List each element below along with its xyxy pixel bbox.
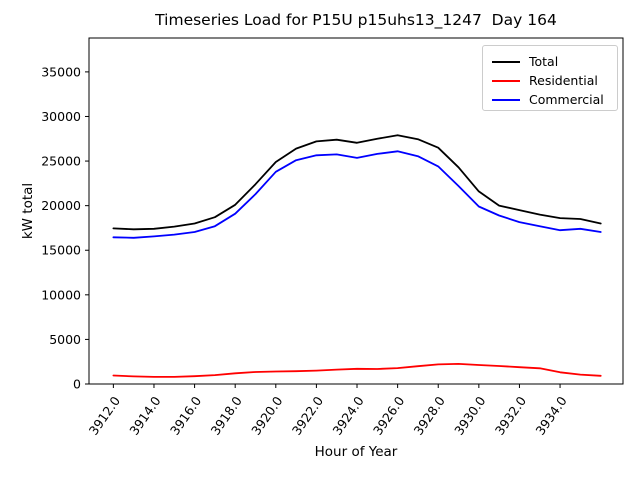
x-axis-label: Hour of Year	[314, 444, 398, 460]
y-tick-label: 0	[73, 377, 81, 392]
legend-label-residential: Residential	[529, 73, 598, 88]
legend-item-residential: Residential	[483, 71, 617, 90]
y-tick-label: 30000	[41, 109, 81, 124]
x-tick-label: 3926.0	[370, 393, 407, 437]
legend-line-sample-total	[492, 60, 520, 63]
x-tick-label: 3922.0	[289, 393, 326, 437]
x-tick-label: 3914.0	[126, 393, 163, 437]
x-tick-label: 3918.0	[208, 393, 245, 437]
axes-frame	[88, 37, 624, 385]
legend-item-commercial: Commercial	[483, 90, 617, 109]
x-tick-label: 3930.0	[451, 393, 488, 437]
legend-line-sample-commercial	[492, 98, 520, 101]
y-tick-label: 25000	[41, 154, 81, 169]
y-tick-label: 15000	[41, 243, 81, 258]
x-tick-label: 3916.0	[167, 393, 204, 437]
legend-item-total: Total	[483, 52, 617, 71]
x-tick-label: 3924.0	[329, 393, 366, 437]
line-commercial	[112, 150, 602, 239]
x-tick-label: 3934.0	[532, 393, 569, 437]
y-tick-label: 35000	[41, 64, 81, 79]
legend-label-commercial: Commercial	[529, 92, 604, 107]
legend-line-sample-residential	[492, 79, 520, 82]
y-tick-label: 10000	[41, 287, 81, 302]
chart-title: Timeseries Load for P15U p15uhs13_1247 D…	[155, 11, 557, 29]
x-tick-label: 3932.0	[492, 393, 529, 437]
x-tick-label: 3920.0	[248, 393, 285, 437]
x-tick-label: 3912.0	[86, 393, 123, 437]
line-residential	[112, 362, 602, 378]
x-tick-label: 3928.0	[411, 393, 448, 437]
legend: Total Residential Commercial	[482, 45, 618, 111]
y-axis-label: kW total	[20, 182, 36, 240]
line-total	[112, 134, 602, 231]
legend-label-total: Total	[529, 54, 559, 69]
y-tick-label: 20000	[41, 198, 81, 213]
y-tick-label: 5000	[49, 332, 81, 347]
